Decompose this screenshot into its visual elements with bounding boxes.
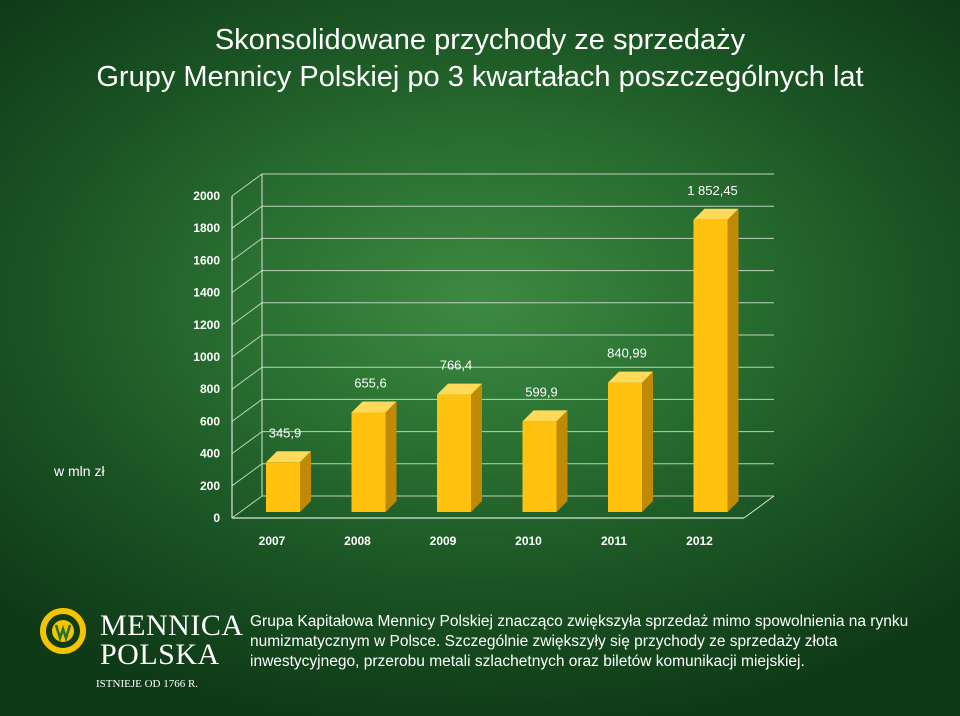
grid-diagonal (231, 302, 263, 326)
x-tick-label: 2011 (601, 534, 627, 548)
logo-text-line-2: POLSKA (100, 638, 220, 671)
y-tick-label: 0 (213, 511, 220, 525)
grid-diagonal (231, 495, 263, 519)
grid-diagonal (231, 463, 263, 487)
title-line-1: Skonsolidowane przychody ze sprzedaży (214, 24, 746, 56)
bar-top-2009 (437, 383, 482, 395)
bar-side-2011 (642, 371, 653, 512)
y-tick-label: 1800 (193, 221, 220, 235)
bar-2007 (266, 462, 300, 512)
bar-2011 (608, 382, 642, 512)
y-tick-label: 800 (200, 382, 220, 396)
grid-diagonal (231, 334, 263, 358)
mennica-emblem-icon (40, 608, 86, 654)
data-label-2008: 655,6 (354, 375, 387, 390)
grid-diagonal (231, 173, 263, 197)
bar-2009 (437, 394, 471, 512)
data-label-2010: 599,9 (525, 384, 558, 399)
bar-top-2011 (608, 371, 653, 383)
y-tick-label: 1200 (193, 318, 220, 332)
bar-side-2012 (727, 208, 739, 512)
slide-title: Skonsolidowane przychody ze sprzedaży Gr… (0, 22, 960, 96)
bar-2010 (522, 421, 557, 512)
bar-2008 (351, 412, 386, 512)
bar-2012 (693, 219, 728, 512)
data-label-2009: 766,4 (440, 358, 473, 373)
floor-edge (743, 495, 775, 519)
x-tick-label: 2012 (686, 534, 713, 548)
y-tick-label: 1600 (193, 253, 220, 267)
y-tick-label: 600 (200, 414, 220, 428)
bar-top-2008 (351, 401, 397, 413)
data-label-2007: 345,9 (269, 425, 302, 440)
y-tick-label: 1400 (193, 286, 220, 300)
logo-since-text: ISTNIEJE OD 1766 R. (96, 678, 199, 690)
x-tick-label: 2007 (259, 534, 286, 548)
grid-diagonal (231, 205, 263, 229)
bar-top-2010 (522, 410, 568, 422)
data-label-2012: 1 852,45 (687, 183, 738, 198)
chart-caption: Grupa Kapitałowa Mennicy Polskiej znaczą… (250, 613, 909, 670)
bar-side-2009 (471, 383, 482, 512)
bar-side-2007 (300, 451, 311, 512)
x-tick-label: 2008 (344, 534, 371, 548)
unit-label: w mln zł (54, 463, 105, 479)
y-tick-label: 400 (200, 447, 220, 461)
grid-diagonal (231, 366, 263, 390)
bar-top-2007 (266, 451, 311, 463)
title-line-2: Grupy Mennicy Polskiej po 3 kwartałach p… (96, 61, 864, 93)
grid-diagonal (231, 270, 263, 294)
logo-text-line-1: MENNICA (100, 609, 244, 642)
bar-side-2010 (556, 410, 568, 512)
company-logo (36, 605, 96, 670)
bar-top-2012 (693, 208, 739, 220)
x-tick-label: 2010 (515, 534, 542, 548)
data-label-2011: 840,99 (607, 346, 647, 361)
y-tick-label: 1000 (193, 350, 220, 364)
y-tick-label: 200 (200, 479, 220, 493)
grid-diagonal (231, 398, 263, 422)
x-tick-label: 2009 (430, 534, 457, 548)
y-tick-label: 2000 (193, 189, 220, 203)
grid-diagonal (231, 237, 263, 261)
grid-diagonal (231, 431, 263, 455)
bar-side-2008 (385, 401, 397, 512)
